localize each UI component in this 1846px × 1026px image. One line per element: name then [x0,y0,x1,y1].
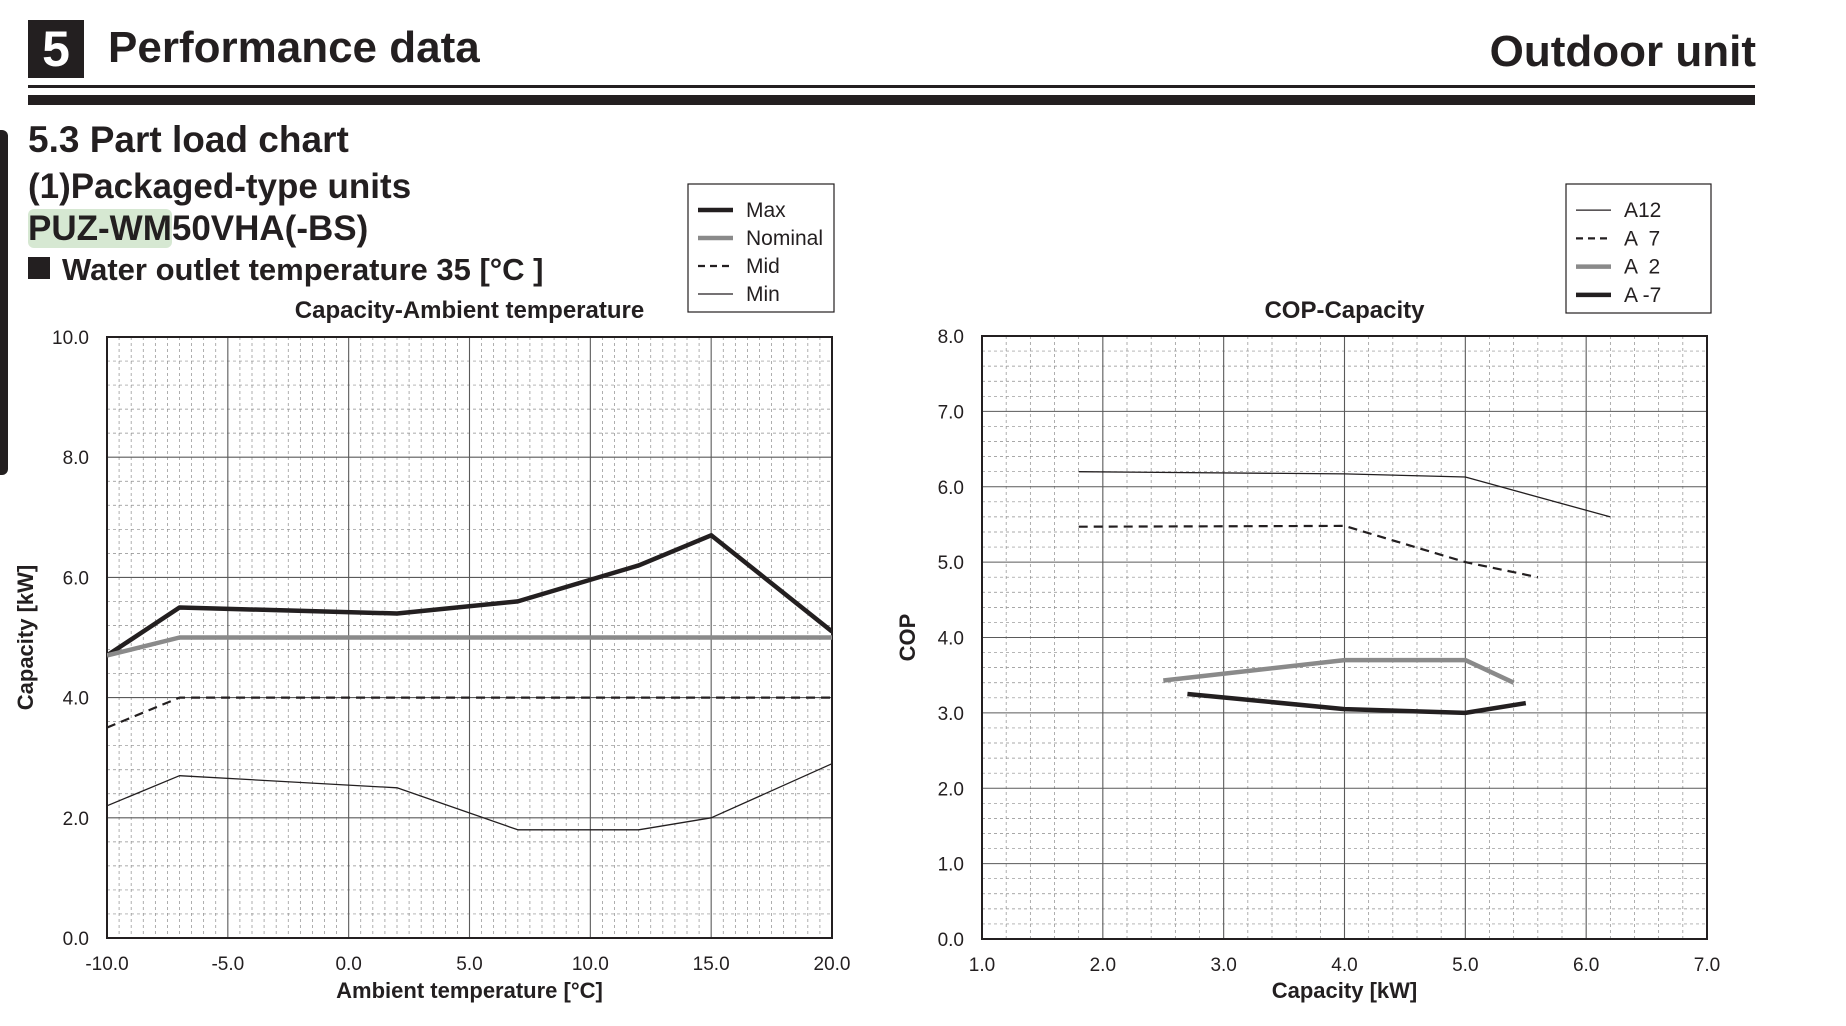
chart-title: Capacity-Ambient temperature [295,297,644,324]
page-edge-tab [0,130,8,475]
header-rule-thick [28,95,1755,105]
section-number-badge: 5 [28,20,84,78]
page-title: Performance data [108,23,480,72]
legend-label: Nominal [746,227,823,250]
series-line-a7 [1078,524,1539,579]
y-tick-label: 1.0 [938,855,964,876]
x-tick-label: -5.0 [211,954,244,975]
y-tick-label: 4.0 [938,629,964,650]
legend-label: A -7 [1624,284,1661,307]
chart-title: COP-Capacity [1264,297,1425,324]
y-tick-label: 0.0 [63,929,89,950]
series-line-a12 [1078,471,1611,518]
section-heading: 5.3 Part load chart [28,119,349,160]
y-tick-label: 3.0 [938,704,964,725]
legend-label: A 2 [1624,256,1660,279]
x-tick-label: 15.0 [693,954,730,975]
y-tick-label: 6.0 [63,568,89,589]
y-tick-label: 8.0 [63,448,89,469]
y-axis-label: Capacity [kW] [13,565,38,710]
plot-frame [981,335,1708,940]
y-tick-label: 2.0 [63,809,89,830]
y-tick-label: 10.0 [52,328,89,349]
series-line-max [107,533,832,658]
series-line-a2 [1163,657,1515,685]
legend-label: Max [746,199,786,222]
x-axis-label: Ambient temperature [°C] [336,978,603,1003]
x-tick-label: -10.0 [85,954,128,975]
page-category: Outdoor unit [1489,27,1756,76]
y-tick-label: 4.0 [63,689,89,710]
series-line-a-7 [1187,691,1527,716]
x-tick-label: 6.0 [1573,955,1599,976]
y-tick-label: 6.0 [938,478,964,499]
legend-label: Mid [746,255,780,278]
x-tick-label: 5.0 [456,954,482,975]
subsection-heading: (1)Packaged-type units [28,167,412,206]
y-tick-label: 7.0 [938,402,964,423]
y-tick-label: 5.0 [938,553,964,574]
series-line-mid [107,696,832,729]
series-line-min [107,763,832,831]
x-tick-label: 4.0 [1331,955,1357,976]
x-axis-label: Capacity [kW] [1272,978,1417,1003]
x-tick-label: 2.0 [1090,955,1116,976]
model-suffix: 50VHA(-BS) [171,209,369,248]
model-highlight: PUZ-WM [28,209,172,248]
legend-label: A 7 [1624,227,1660,250]
x-tick-label: 1.0 [969,955,995,976]
y-tick-label: 0.0 [938,930,964,951]
x-tick-label: 7.0 [1694,955,1720,976]
series-line-nominal [107,635,832,658]
header-rule-thin [28,85,1755,88]
y-tick-label: 2.0 [938,779,964,800]
legend-label: Min [746,283,780,306]
condition-heading: Water outlet temperature 35 [°C ] [28,250,544,290]
square-bullet-icon [28,257,50,279]
chart-2: 1.0 2.0 3.0 4.0 5.0 6.0 7.00.01.02.03.04.05.06… [895,183,1720,1003]
x-tick-label: 10.0 [572,954,609,975]
legend-box [1565,183,1712,314]
x-tick-label: 5.0 [1452,955,1478,976]
x-tick-label: 3.0 [1210,955,1236,976]
x-tick-label: 20.0 [814,954,851,975]
chart-1: -10.0 -5.0 0.0 5.0 10.0 15.0 20.0 0.0 2.0 4.0 6.0 8… [13,183,851,1003]
legend-label: A12 [1624,199,1661,222]
y-axis-label: COP [895,614,920,662]
x-tick-label: 0.0 [335,954,361,975]
legend-box [687,183,835,313]
condition-text: Water outlet temperature 35 [°C ] [62,252,544,287]
y-tick-label: 8.0 [938,327,964,348]
model-heading: PUZ-WM50VHA(-BS) [28,208,368,250]
